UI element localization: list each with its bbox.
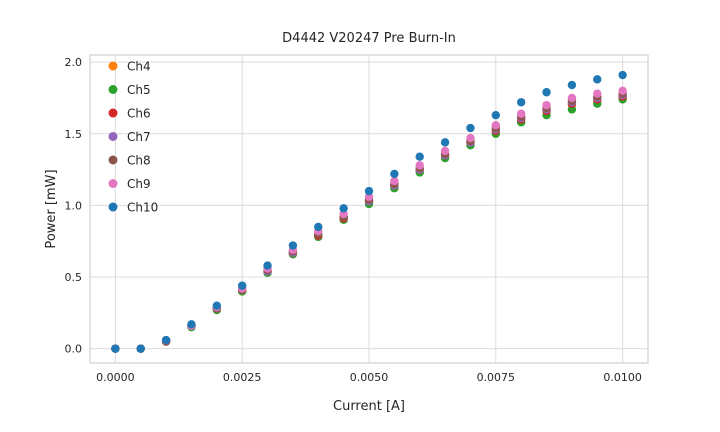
data-point-ch10 (618, 70, 627, 80)
data-points-layer (111, 70, 627, 353)
data-point-ch10 (364, 186, 374, 196)
data-point-ch9 (542, 100, 551, 110)
data-point-ch10 (161, 335, 171, 345)
data-point-ch10 (339, 204, 348, 213)
y-tick-label: 1.0 (65, 199, 83, 212)
legend-marker-ch4 (108, 61, 118, 71)
legend-label-ch8: Ch8 (127, 154, 151, 168)
data-point-ch9 (567, 93, 577, 103)
x-tick-label: 0.0100 (603, 371, 642, 384)
data-point-ch10 (516, 98, 526, 107)
data-point-ch10 (542, 88, 551, 97)
plot-border (89, 54, 649, 364)
legend: Ch4 Ch5 Ch6 Ch7 Ch8 Ch9 Ch10 (108, 60, 158, 215)
data-point-ch10 (288, 241, 298, 250)
data-point-ch10 (491, 110, 501, 120)
data-point-ch9 (491, 120, 501, 130)
y-tick-label: 1.5 (65, 128, 83, 141)
legend-label-ch10: Ch10 (127, 201, 158, 215)
grid-lines (90, 55, 648, 363)
data-point-ch9 (516, 109, 526, 118)
data-point-ch9 (415, 161, 424, 170)
axes-frame (89, 54, 649, 364)
data-point-ch10 (466, 123, 475, 133)
legend-label-ch7: Ch7 (127, 130, 151, 144)
y-tick-label: 0.0 (65, 343, 83, 356)
data-point-ch10 (415, 152, 424, 161)
data-point-ch10 (567, 80, 577, 90)
data-point-ch9 (390, 176, 399, 186)
legend-marker-ch6 (108, 108, 118, 118)
data-point-ch10 (314, 222, 323, 232)
legend-marker-ch8 (108, 155, 118, 165)
data-point-ch9 (593, 89, 602, 98)
legend-label-ch6: Ch6 (127, 107, 151, 121)
data-point-ch10 (237, 281, 247, 290)
axis-ticks: 0.0000 0.0025 0.0050 0.0075 0.0100 0.0 0.5 1.0 1… (65, 56, 642, 384)
chart-title: D4442 V20247 Pre Burn-In (282, 31, 456, 46)
data-point-ch10 (136, 344, 145, 353)
legend-label-ch5: Ch5 (127, 83, 151, 97)
data-point-ch9 (618, 86, 627, 96)
data-point-ch9 (440, 146, 450, 156)
legend-label-ch4: Ch4 (127, 60, 151, 74)
data-point-ch10 (263, 261, 272, 270)
data-point-ch10 (111, 344, 120, 353)
x-axis-label: Current [A] (333, 399, 405, 414)
legend-marker-ch7 (108, 132, 118, 141)
x-tick-label: 0.0050 (350, 371, 389, 384)
data-point-ch9 (466, 133, 475, 143)
data-point-ch10 (440, 138, 450, 147)
data-point-ch10 (390, 169, 399, 179)
legend-marker-ch10 (108, 202, 118, 212)
y-tick-label: 0.5 (65, 271, 83, 284)
x-tick-label: 0.0000 (96, 371, 135, 384)
data-point-ch10 (187, 320, 196, 329)
legend-marker-ch9 (108, 179, 118, 188)
x-tick-label: 0.0025 (223, 371, 262, 384)
legend-label-ch9: Ch9 (127, 177, 151, 191)
legend-marker-ch5 (108, 85, 118, 94)
y-axis-label: Power [mW] (44, 169, 59, 248)
data-point-ch10 (212, 301, 222, 310)
data-point-ch10 (593, 75, 602, 84)
y-tick-label: 2.0 (65, 56, 83, 69)
x-tick-label: 0.0075 (477, 371, 516, 384)
